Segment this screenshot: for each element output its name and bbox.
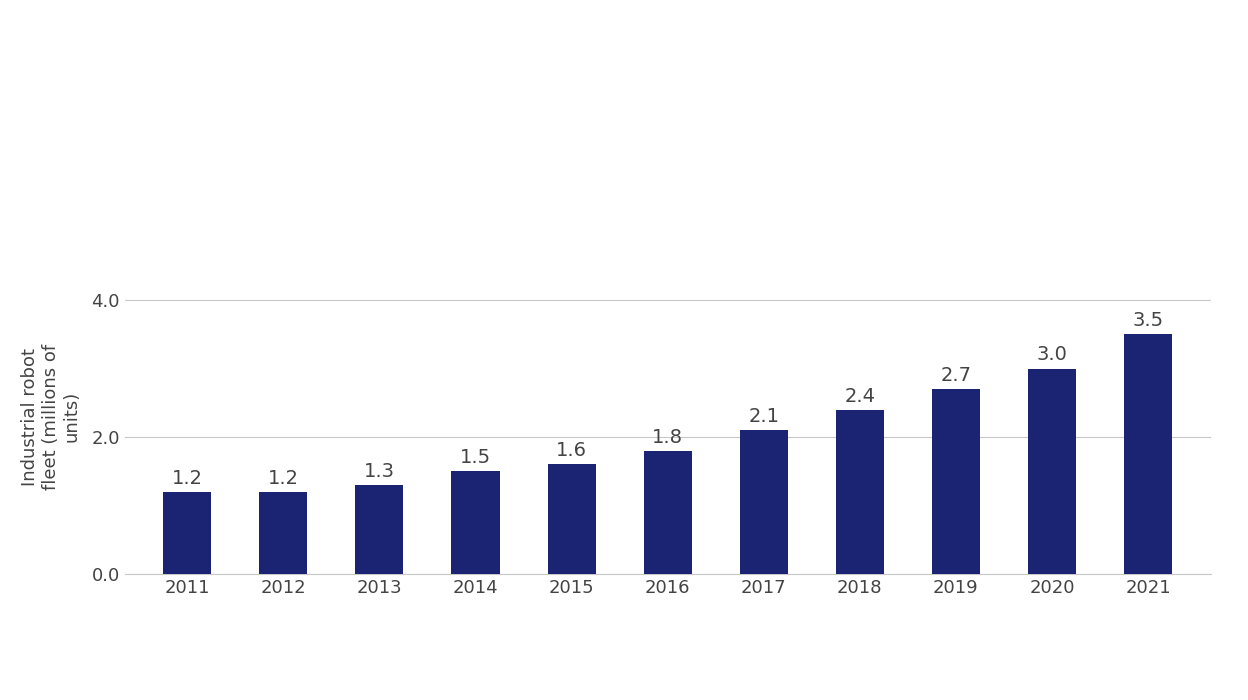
Bar <box>1124 335 1172 574</box>
Bar <box>644 451 691 574</box>
Bar <box>932 389 980 574</box>
Text: 1.2: 1.2 <box>268 469 298 488</box>
Bar <box>260 492 307 574</box>
Text: 2.7: 2.7 <box>941 366 971 385</box>
Bar <box>548 464 595 574</box>
Text: 1.2: 1.2 <box>172 469 202 488</box>
Text: 2.4: 2.4 <box>845 386 875 405</box>
Y-axis label: Industrial robot
fleet (millions of
units): Industrial robot fleet (millions of unit… <box>21 344 80 489</box>
Bar <box>836 410 884 574</box>
Text: 1.5: 1.5 <box>461 448 490 467</box>
Text: 1.3: 1.3 <box>364 462 394 481</box>
Text: 3.5: 3.5 <box>1132 312 1163 330</box>
Bar <box>1028 369 1076 574</box>
Text: 1.6: 1.6 <box>557 441 587 461</box>
Bar <box>163 492 211 574</box>
Bar <box>740 430 787 574</box>
Text: 2.1: 2.1 <box>749 407 779 426</box>
Bar <box>356 485 403 574</box>
Text: 1.8: 1.8 <box>653 428 683 447</box>
Text: 3.0: 3.0 <box>1037 346 1067 365</box>
Bar <box>452 471 499 574</box>
